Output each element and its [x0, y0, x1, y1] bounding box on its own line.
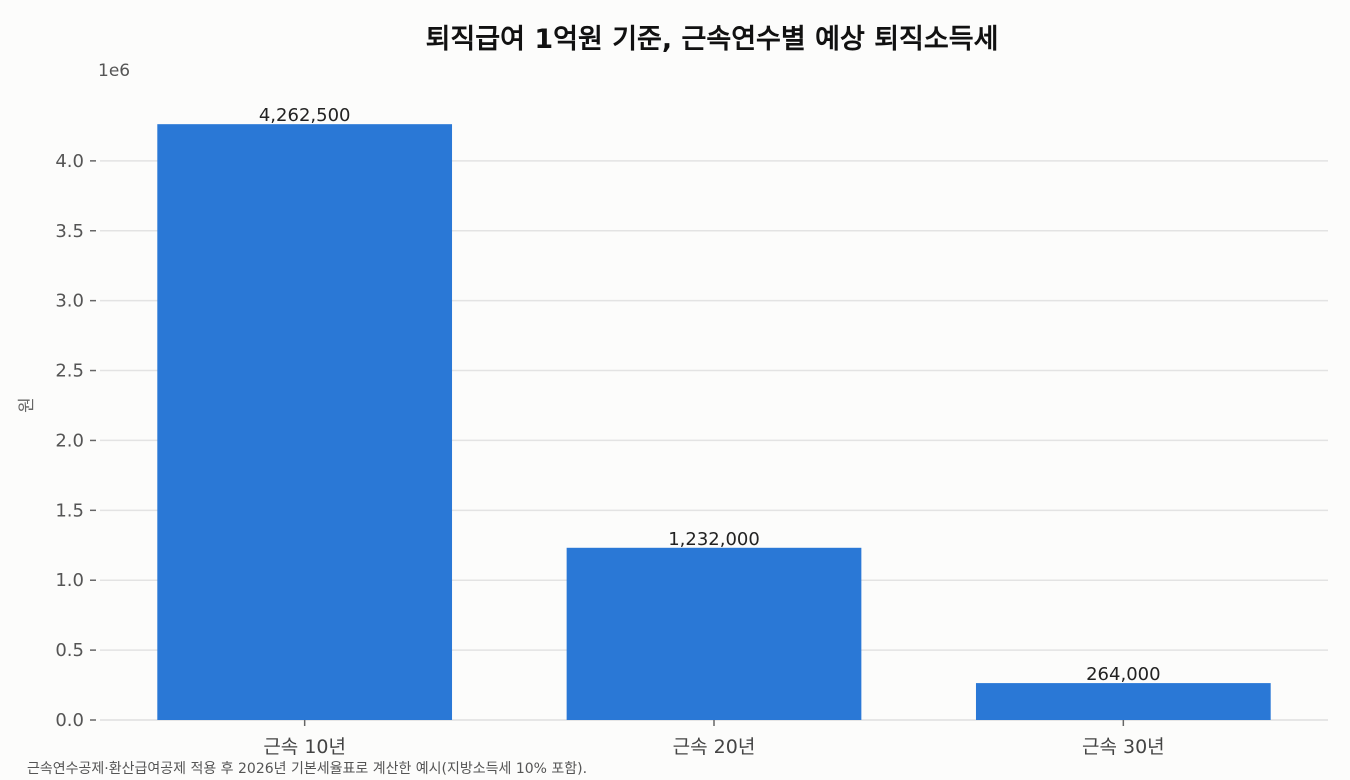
y-tick-label: 1.0: [55, 570, 84, 591]
y-tick-label: 3.5: [55, 221, 84, 242]
bars: [157, 124, 1271, 720]
y-tick-label: 3.0: [55, 291, 84, 312]
y-tick-label: 1.5: [55, 500, 84, 521]
x-axis-labels: 근속 10년 근속 20년 근속 30년: [263, 720, 1165, 758]
x-tick-label: 근속 10년: [263, 736, 346, 758]
bar: [157, 124, 453, 720]
y-tick-label: 2.5: [55, 361, 84, 382]
footnote: 근속연수공제·환산급여공제 적용 후 2026년 기본세율표로 계산한 예시(지…: [27, 761, 587, 777]
y-axis-ticks: 0.0 0.5 1.0 1.5 2.0 2.5 3.0 3.5 4.0: [55, 151, 96, 731]
data-labels: 4,262,500 1,232,000 264,000: [259, 105, 1161, 685]
x-tick-label: 근속 20년: [673, 736, 756, 758]
bar-value-label: 264,000: [1086, 664, 1160, 685]
bar-value-label: 4,262,500: [259, 105, 351, 126]
bar-value-label: 1,232,000: [668, 529, 760, 550]
y-axis-multiplier: 1e6: [98, 61, 130, 81]
y-tick-label: 0.5: [55, 640, 84, 661]
x-tick-label: 근속 30년: [1082, 736, 1165, 758]
y-tick-label: 4.0: [55, 151, 84, 172]
y-tick-label: 2.0: [55, 430, 84, 451]
bar: [975, 683, 1271, 720]
y-axis-label: 원: [17, 397, 37, 413]
chart-title: 퇴직급여 1억원 기준, 근속연수별 예상 퇴직소득세: [426, 24, 999, 55]
bar: [566, 547, 862, 720]
y-tick-label: 0.0: [55, 710, 84, 731]
